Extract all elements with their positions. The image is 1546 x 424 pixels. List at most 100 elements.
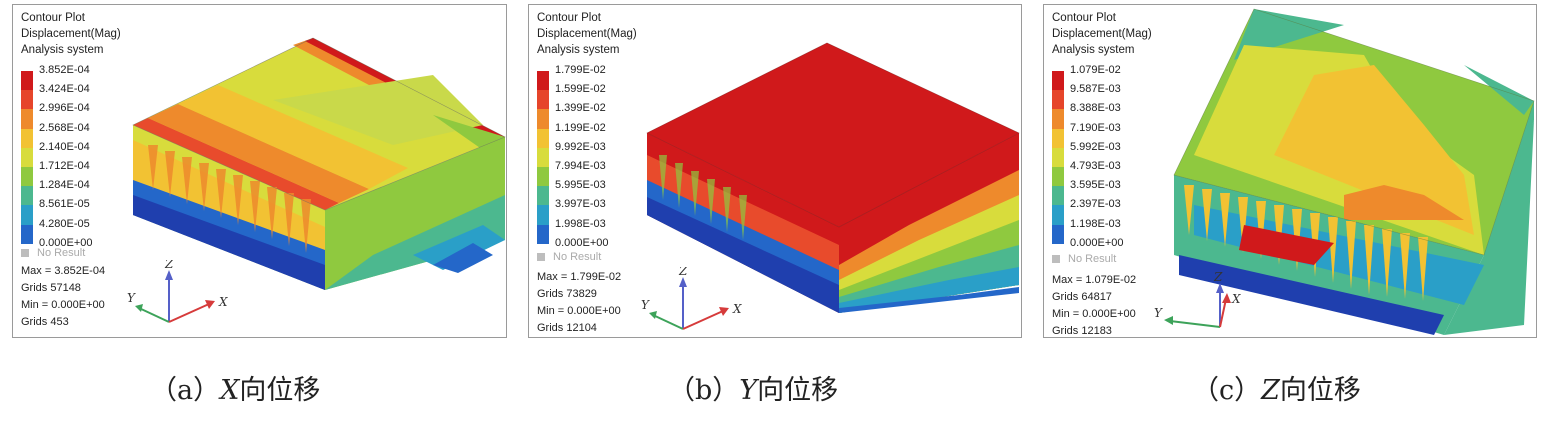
stat-line: Grids 453 [21,316,69,328]
legend-value: 3.852E-04 [39,64,90,76]
plot-header: Contour Plot Displacement(Mag) Analysis … [21,10,121,58]
legend-value: 4.793E-03 [1070,159,1121,172]
header-line: Displacement(Mag) [21,28,121,40]
stat-line: Grids 57148 [21,282,81,294]
caption-prefix: （b） [668,375,740,406]
legend-value: 1.284E-04 [39,179,90,192]
legend-value: 0.000E+00 [39,236,93,249]
legend-value: 7.994E-03 [555,159,606,172]
stats-block: Max = 1.799E-02 Grids 73829 Min = 0.000E… [537,269,621,337]
axis-triad: Z Y X [641,267,742,330]
no-result-legend: No Result [21,247,85,259]
legend-value: 2.568E-04 [39,121,90,134]
legend-value: 9.992E-03 [555,140,606,153]
fem-model-z [1173,8,1535,335]
contour-panel-y: Contour Plot Displacement(Mag) Analysis … [528,4,1022,338]
legend-value: 5.992E-03 [1070,140,1121,153]
stat-line: Grids 12104 [537,322,597,334]
caption-axis: Y [739,375,758,406]
no-result-swatch [1052,255,1060,264]
legend-value: 1.199E-02 [555,121,606,134]
header-line: Displacement(Mag) [1052,28,1152,40]
stats-block: Max = 1.079E-02 Grids 64817 Min = 0.000E… [1052,272,1137,337]
y-axis-label: Y [1154,306,1163,320]
header-line: Contour Plot [1052,12,1116,24]
axis-triad: Z Y X [1154,271,1241,328]
stat-line: Min = 0.000E+00 [1052,308,1136,320]
x-axis-label: X [1231,292,1241,306]
header-line: Contour Plot [21,12,85,24]
z-axis-label: Z [1213,271,1223,284]
x-axis-arrow [1219,298,1227,328]
z-axis-label: Z [164,260,174,271]
caption-a: （a）X向位移 [150,368,320,407]
y-axis-arrow [652,314,684,330]
caption-prefix: （a） [150,375,221,406]
legend-value: 7.190E-03 [1070,121,1121,134]
contour-panel-z: Contour Plot Displacement(Mag) Analysis … [1043,4,1537,338]
fem-model-x [132,37,506,290]
no-result-label: No Result [1068,253,1117,265]
stat-line: Min = 0.000E+00 [21,299,105,311]
legend-value: 3.595E-03 [1070,179,1121,192]
legend-value: 4.280E-05 [39,217,90,230]
legend-value: 1.998E-03 [555,217,606,230]
caption-text: 向位移 [757,375,839,406]
y-axis-arrow [138,307,170,323]
header-line: Displacement(Mag) [537,28,637,40]
stat-line: Max = 1.079E-02 [1052,274,1137,286]
axis-triad: Z Y X [127,260,228,323]
caption-text: 向位移 [239,375,321,406]
plot-header: Contour Plot Displacement(Mag) Analysis … [537,10,637,58]
stat-line: Grids 64817 [1052,291,1112,303]
stat-line: Grids 12183 [1052,325,1112,337]
caption-axis: Z [1261,375,1280,406]
legend-value: 0.000E+00 [1070,236,1124,249]
legend-value: 8.561E-05 [39,198,90,211]
x-axis-arrow [682,310,724,330]
y-axis-arrow [1169,320,1221,328]
legend-value: 8.388E-03 [1070,102,1121,115]
header-line: Analysis system [1052,44,1135,56]
x-axis-label: X [218,295,228,309]
caption-b: （b）Y向位移 [668,368,838,407]
legend-value: 3.424E-04 [39,83,90,96]
no-result-legend: No Result [1052,253,1116,265]
legend-value: 5.995E-03 [555,179,606,192]
stat-line: Max = 3.852E-04 [21,265,106,277]
no-result-legend: No Result [537,251,601,263]
plot-header: Contour Plot Displacement(Mag) Analysis … [1052,10,1152,58]
stat-line: Grids 73829 [537,288,597,300]
caption-prefix: （c） [1192,375,1262,406]
legend-value: 2.140E-04 [39,140,90,153]
legend-value: 1.079E-02 [1070,64,1121,76]
legend-value: 1.399E-02 [555,102,606,115]
stat-line: Min = 0.000E+00 [537,305,621,317]
header-line: Contour Plot [537,12,601,24]
no-result-swatch [537,253,545,262]
x-axis-label: X [732,302,742,316]
caption-c: （c）Z向位移 [1192,368,1361,407]
y-axis-label: Y [127,291,136,305]
header-line: Analysis system [21,44,104,56]
no-result-label: No Result [37,247,86,259]
header-line: Analysis system [537,44,620,56]
stats-block: Max = 3.852E-04 Grids 57148 Min = 0.000E… [21,263,105,331]
legend-value: 1.599E-02 [555,83,606,96]
legend-value: 1.198E-03 [1070,217,1121,230]
legend-value: 1.712E-04 [39,159,90,172]
stat-line: Max = 1.799E-02 [537,271,622,283]
no-result-label: No Result [553,251,602,263]
legend-value: 3.997E-03 [555,198,606,211]
legend-value: 9.587E-03 [1070,83,1121,96]
contour-panel-x: Contour Plot Displacement(Mag) Analysis … [12,4,507,338]
legend-value: 0.000E+00 [555,236,609,249]
no-result-swatch [21,249,29,258]
y-axis-label: Y [641,298,650,312]
z-axis-label: Z [678,267,688,278]
legend-value: 2.397E-03 [1070,198,1121,211]
caption-text: 向位移 [1279,375,1361,406]
legend-value: 1.799E-02 [555,64,606,76]
legend-value: 2.996E-04 [39,102,90,115]
caption-axis: X [220,375,240,406]
